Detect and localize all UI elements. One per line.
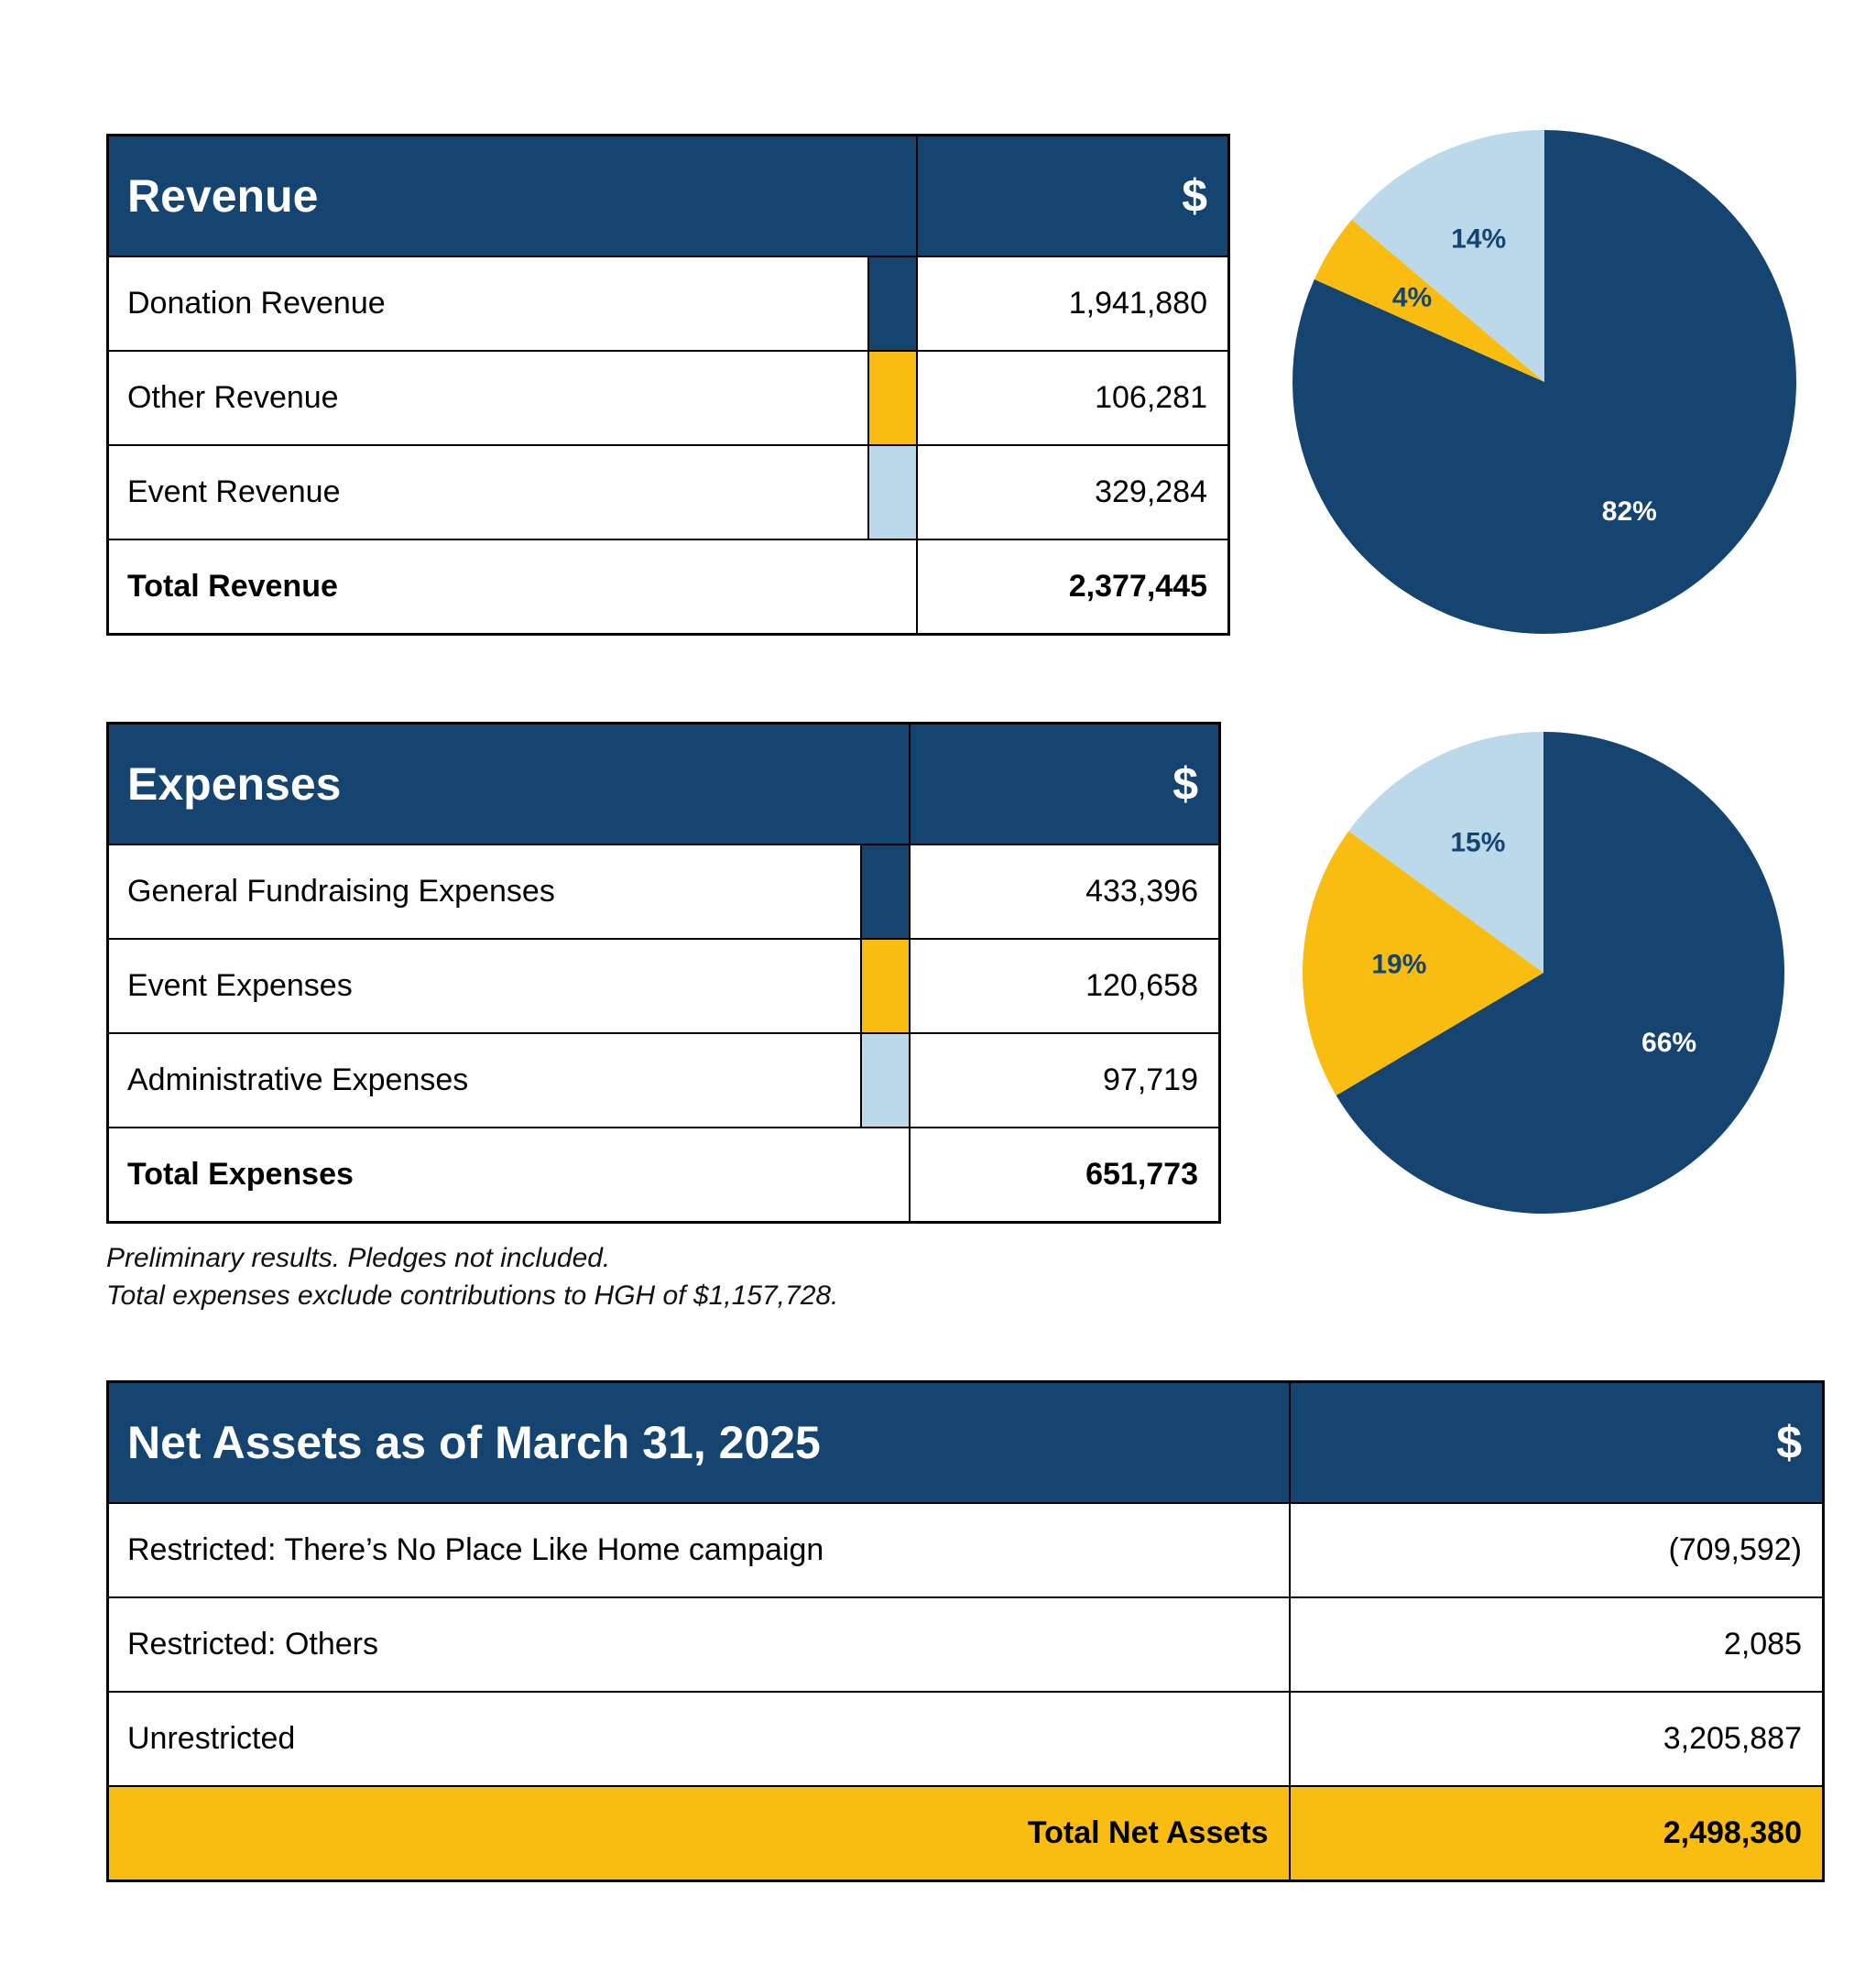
row-value: 97,719 <box>908 1032 1221 1128</box>
pie-slice-gold <box>1314 219 1544 382</box>
pie-data-label: 82% <box>1602 496 1657 527</box>
pie-slice-gold <box>1303 831 1543 1095</box>
pie-data-label: 19% <box>1371 949 1426 979</box>
legend-swatch-light-blue <box>859 1032 911 1128</box>
row-label: Event Revenue <box>106 444 869 540</box>
row-label: General Fundraising Expenses <box>106 844 862 940</box>
pie-slice-light-blue <box>1351 130 1544 382</box>
row-value: 1,941,880 <box>915 256 1230 352</box>
revenue-currency-header: $ <box>915 134 1230 257</box>
total-value: 2,498,380 <box>1288 1785 1825 1882</box>
table-row: Unrestricted 3,205,887 <box>106 1691 1825 1787</box>
row-label: Restricted: There’s No Place Like Home c… <box>106 1502 1291 1598</box>
expenses-currency-header: $ <box>908 722 1221 845</box>
total-label: Total Expenses <box>106 1127 911 1224</box>
net-assets-table: Net Assets as of March 31, 2025 $ Restri… <box>106 1380 1825 1882</box>
legend-swatch-light-blue <box>867 444 918 540</box>
revenue-table: Revenue $ Donation Revenue 1,941,880 Oth… <box>106 134 1230 636</box>
legend-swatch-gold <box>859 938 911 1034</box>
pie-data-label: 66% <box>1642 1028 1696 1058</box>
table-row: Restricted: There’s No Place Like Home c… <box>106 1502 1825 1598</box>
revenue-title: Revenue <box>106 134 918 257</box>
legend-swatch-gold <box>867 350 918 446</box>
expenses-total-row: Total Expenses 651,773 <box>106 1127 1221 1224</box>
row-label: Other Revenue <box>106 350 869 446</box>
pie-data-label: 15% <box>1450 827 1505 857</box>
row-label: Administrative Expenses <box>106 1032 862 1128</box>
expenses-header-row: Expenses $ <box>106 722 1221 845</box>
table-row: Event Expenses 120,658 <box>106 938 1221 1034</box>
pie-data-label: 4% <box>1392 282 1432 312</box>
pie-slice-navy <box>1336 732 1784 1214</box>
table-row: Other Revenue 106,281 <box>106 350 1230 446</box>
row-value: (709,592) <box>1288 1502 1825 1598</box>
net-assets-title: Net Assets as of March 31, 2025 <box>106 1380 1291 1504</box>
row-label: Event Expenses <box>106 938 862 1034</box>
row-value: 106,281 <box>915 350 1230 446</box>
pie-data-label: 14% <box>1451 223 1506 254</box>
footnote-preliminary: Preliminary results. Pledges not include… <box>106 1243 611 1273</box>
revenue-total-row: Total Revenue 2,377,445 <box>106 539 1230 636</box>
table-row: General Fundraising Expenses 433,396 <box>106 844 1221 940</box>
table-row: Administrative Expenses 97,719 <box>106 1032 1221 1128</box>
total-value: 651,773 <box>908 1127 1221 1224</box>
pie-slice-light-blue <box>1348 732 1543 973</box>
total-label: Total Revenue <box>106 539 918 636</box>
total-value: 2,377,445 <box>915 539 1230 636</box>
expenses-table: Expenses $ General Fundraising Expenses … <box>106 722 1221 1224</box>
expenses-title: Expenses <box>106 722 911 845</box>
row-label: Restricted: Others <box>106 1596 1291 1693</box>
net-assets-header-row: Net Assets as of March 31, 2025 $ <box>106 1380 1825 1504</box>
net-assets-currency-header: $ <box>1288 1380 1825 1504</box>
footnote-expenses-exclusion: Total expenses exclude contributions to … <box>106 1280 839 1311</box>
expenses-pie-chart: 66% 19% 15% <box>1303 732 1784 1214</box>
total-label: Total Net Assets <box>106 1785 1291 1882</box>
row-value: 329,284 <box>915 444 1230 540</box>
row-label: Donation Revenue <box>106 256 869 352</box>
row-value: 433,396 <box>908 844 1221 940</box>
legend-swatch-navy <box>867 256 918 352</box>
legend-swatch-navy <box>859 844 911 940</box>
net-assets-total-row: Total Net Assets 2,498,380 <box>106 1785 1825 1882</box>
row-value: 120,658 <box>908 938 1221 1034</box>
revenue-pie-chart: 82% 4% 14% <box>1292 130 1796 634</box>
revenue-header-row: Revenue $ <box>106 134 1230 257</box>
table-row: Restricted: Others 2,085 <box>106 1596 1825 1693</box>
table-row: Donation Revenue 1,941,880 <box>106 256 1230 352</box>
row-value: 3,205,887 <box>1288 1691 1825 1787</box>
table-row: Event Revenue 329,284 <box>106 444 1230 540</box>
row-label: Unrestricted <box>106 1691 1291 1787</box>
row-value: 2,085 <box>1288 1596 1825 1693</box>
